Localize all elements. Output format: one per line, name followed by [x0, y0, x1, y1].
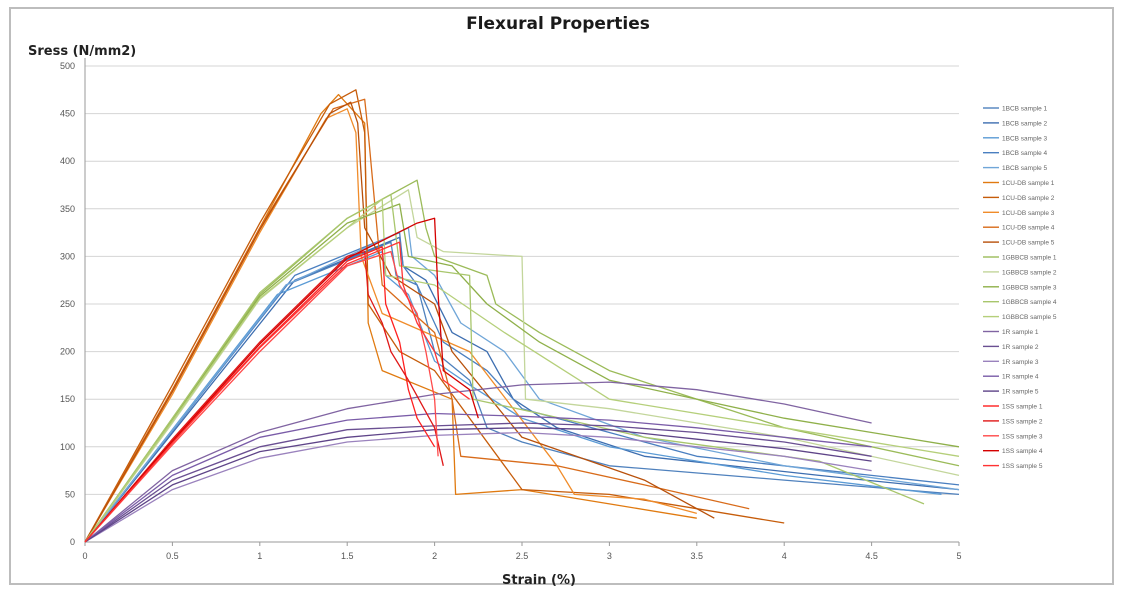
x-tick-label: 1.5 [341, 551, 354, 561]
y-tick-label: 0 [70, 537, 75, 547]
axes [84, 58, 959, 543]
legend-entry: 1GBBCB sample 3 [1002, 284, 1057, 291]
series-line [84, 98, 750, 543]
x-axis-label: Strain (%) [502, 573, 576, 587]
y-tick-label: 500 [60, 61, 75, 71]
y-tick-label: 50 [65, 489, 75, 499]
series-line [84, 241, 960, 543]
x-axis-ticks: 0 0.5 1 1.5 2 2.5 3 3.5 4 4.5 5 [82, 542, 962, 561]
series-line [84, 179, 960, 543]
legend-entry: 1R sample 3 [1002, 359, 1039, 366]
legend-entry: 1CU-DB sample 1 [1002, 180, 1055, 187]
series-line [84, 431, 872, 543]
series-line [84, 108, 697, 543]
legend-entry: 1BCB sample 4 [1002, 150, 1048, 157]
legend-entry: 1GBBCB sample 4 [1002, 299, 1057, 306]
y-tick-label: 400 [60, 156, 75, 166]
chart-canvas: Flexural Properties Sress (N/mm2) Strain… [28, 14, 1057, 587]
x-tick-label: 4 [782, 551, 787, 561]
chart-title: Flexural Properties [466, 14, 650, 34]
legend-entry: 1R sample 2 [1002, 344, 1039, 351]
series-line [84, 250, 444, 543]
y-tick-label: 250 [60, 299, 75, 309]
legend-entry: 1GBBCB sample 2 [1002, 269, 1057, 276]
series-line [84, 381, 872, 543]
series-line [84, 412, 872, 543]
legend-entry: 1R sample 4 [1002, 374, 1039, 381]
x-tick-label: 2.5 [516, 551, 529, 561]
legend-entry: 1GBBCB sample 5 [1002, 314, 1057, 321]
x-tick-label: 2 [432, 551, 437, 561]
y-axis-label: Sress (N/mm2) [28, 44, 136, 59]
x-tick-label: 1 [257, 551, 262, 561]
x-tick-label: 0 [82, 551, 87, 561]
plot-series [84, 89, 960, 543]
series-line [84, 236, 960, 543]
legend: 1BCB sample 1 1BCB sample 2 1BCB sample 3 1… [983, 106, 1057, 470]
series-line [84, 198, 960, 543]
series-line [84, 246, 436, 543]
series-line [84, 241, 470, 543]
legend-entry: 1SS sample 4 [1002, 448, 1043, 455]
legend-entry: 1SS sample 2 [1002, 418, 1043, 425]
legend-entry: 1CU-DB sample 4 [1002, 225, 1055, 232]
series-line [84, 422, 872, 543]
x-tick-label: 3.5 [691, 551, 704, 561]
series-line [84, 203, 960, 543]
x-tick-label: 0.5 [166, 551, 179, 561]
y-tick-label: 300 [60, 251, 75, 261]
chart-frame: Flexural Properties Sress (N/mm2) Strain… [9, 7, 1114, 587]
legend-entry: 1CU-DB sample 2 [1002, 195, 1055, 202]
y-tick-label: 100 [60, 442, 75, 452]
legend-entry: 1BCB sample 2 [1002, 120, 1048, 127]
legend-entry: 1SS sample 5 [1002, 463, 1043, 470]
y-tick-label: 200 [60, 347, 75, 357]
x-tick-label: 5 [956, 551, 961, 561]
legend-entry: 1CU-DB sample 3 [1002, 210, 1055, 217]
series-line [84, 193, 925, 543]
y-tick-label: 350 [60, 204, 75, 214]
series-line [84, 250, 439, 543]
legend-entry: 1CU-DB sample 5 [1002, 240, 1055, 247]
legend-entry: 1BCB sample 5 [1002, 165, 1048, 172]
series-line [84, 89, 785, 543]
x-tick-label: 3 [607, 551, 612, 561]
series-line [84, 101, 715, 543]
x-tick-label: 4.5 [865, 551, 878, 561]
legend-entry: 1BCB sample 3 [1002, 135, 1048, 142]
y-tick-label: 150 [60, 394, 75, 404]
legend-entry: 1GBBCB sample 1 [1002, 255, 1057, 262]
legend-entry: 1BCB sample 1 [1002, 106, 1048, 113]
series-line [84, 427, 872, 543]
y-tick-label: 450 [60, 109, 75, 119]
legend-entry: 1SS sample 1 [1002, 404, 1043, 411]
y-axis-ticks: 0 50 100 150 200 250 300 350 400 450 500 [60, 61, 75, 547]
legend-entry: 1R sample 5 [1002, 389, 1039, 396]
legend-entry: 1SS sample 3 [1002, 433, 1043, 440]
series-line [84, 217, 479, 543]
legend-entry: 1R sample 1 [1002, 329, 1039, 336]
